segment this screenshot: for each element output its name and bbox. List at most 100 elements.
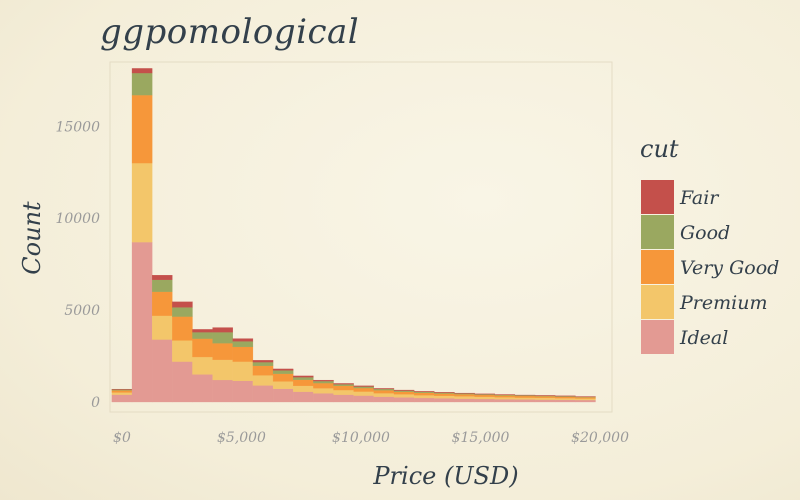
bar-premium-bin-17 [454, 396, 475, 399]
bar-ideal-bin-15 [413, 397, 435, 403]
bar-very-good-bin-23 [575, 397, 596, 399]
chart-title: ggpomological [100, 12, 360, 52]
y-tick-label: 0 [91, 395, 100, 411]
legend-swatch-ideal [641, 320, 674, 354]
bar-very-good-bin-14 [393, 391, 415, 395]
bar-premium-bin-5 [212, 359, 233, 381]
bar-good-bin-15 [413, 391, 435, 393]
bar-good-bin-10 [313, 380, 334, 384]
bar-fair-bin-8 [272, 368, 294, 371]
bar-very-good-bin-20 [514, 395, 536, 398]
bar-very-good-bin-2 [152, 291, 173, 316]
bar-ideal-bin-4 [192, 374, 213, 403]
y-axis-label: Count [18, 201, 46, 275]
bar-good-bin-5 [212, 332, 233, 344]
bar-fair-bin-1 [131, 68, 153, 74]
bar-premium-bin-23 [575, 398, 596, 401]
bar-ideal-bin-7 [252, 385, 274, 403]
bar-very-good-bin-11 [333, 385, 354, 391]
bar-good-bin-6 [232, 341, 254, 348]
bar-ideal-bin-16 [434, 398, 455, 403]
bar-very-good-bin-0 [111, 390, 133, 393]
bar-fair-bin-2 [152, 275, 173, 280]
bar-premium-bin-22 [555, 397, 576, 400]
bar-ideal-bin-5 [212, 379, 233, 403]
bar-ideal-bin-18 [474, 398, 495, 403]
bar-good-bin-1 [131, 72, 153, 96]
y-tick-label: 10000 [55, 211, 100, 227]
bar-ideal-bin-19 [494, 399, 516, 403]
bar-very-good-bin-22 [555, 396, 576, 399]
bar-premium-bin-18 [474, 396, 495, 400]
x-tick-label: $5,000 [217, 430, 266, 446]
bar-premium-bin-3 [172, 340, 193, 362]
x-tick-label: $15,000 [452, 430, 510, 446]
bar-premium-bin-12 [353, 391, 374, 396]
bar-fair-bin-12 [353, 385, 374, 387]
bar-premium-bin-10 [313, 388, 334, 394]
bar-very-good-bin-17 [454, 394, 475, 397]
bar-premium-bin-1 [131, 162, 153, 243]
plot-panel-border [109, 61, 613, 413]
bar-ideal-bin-20 [514, 399, 536, 403]
bar-fair-bin-9 [293, 375, 314, 378]
bar-ideal-bin-12 [353, 395, 374, 403]
legend-swatch-very-good [641, 250, 674, 284]
bar-premium-bin-9 [293, 385, 314, 392]
bar-good-bin-14 [393, 390, 415, 392]
bar-fair-bin-3 [172, 301, 193, 308]
bar-very-good-bin-9 [293, 379, 314, 386]
legend-swatch-premium [641, 285, 674, 319]
x-tick-label: $0 [113, 430, 131, 446]
bar-premium-bin-11 [333, 389, 354, 395]
bar-premium-bin-7 [252, 375, 274, 386]
bar-very-good-bin-7 [252, 365, 274, 376]
bar-premium-bin-13 [373, 393, 395, 397]
bar-ideal-bin-22 [555, 399, 576, 403]
bar-fair-bin-10 [313, 379, 334, 382]
bar-fair-bin-14 [393, 389, 415, 391]
bar-ideal-bin-8 [272, 388, 294, 403]
bar-fair-bin-6 [232, 338, 254, 342]
bar-good-bin-13 [373, 388, 395, 391]
legend-label-premium: Premium [679, 292, 767, 314]
bar-ideal-bin-2 [152, 339, 173, 403]
bar-very-good-bin-15 [413, 392, 435, 396]
bar-premium-bin-4 [192, 356, 213, 375]
bar-good-bin-4 [192, 332, 213, 339]
legend-title: cut [640, 135, 679, 163]
bar-very-good-bin-12 [353, 387, 374, 392]
bar-ideal-bin-1 [131, 241, 153, 403]
bar-premium-bin-14 [393, 394, 415, 398]
bar-very-good-bin-21 [534, 396, 556, 398]
bar-premium-bin-6 [232, 361, 254, 382]
bar-very-good-bin-3 [172, 316, 193, 341]
bar-very-good-bin-5 [212, 343, 233, 360]
bar-ideal-bin-10 [313, 393, 334, 403]
bar-premium-bin-0 [111, 392, 133, 395]
legend-swatch-fair [641, 180, 674, 214]
bar-very-good-bin-19 [494, 395, 516, 398]
legend-label-fair: Fair [679, 187, 720, 209]
bar-ideal-bin-14 [393, 397, 415, 403]
bar-premium-bin-2 [152, 315, 173, 340]
legend-swatch-good [641, 215, 674, 249]
bar-very-good-bin-8 [272, 373, 294, 382]
y-tick-label: 15000 [55, 119, 100, 135]
legend-label-ideal: Ideal [679, 327, 728, 349]
bar-fair-bin-11 [333, 383, 354, 385]
bar-good-bin-7 [252, 361, 274, 366]
bar-very-good-bin-18 [474, 394, 495, 397]
bar-fair-bin-4 [192, 329, 213, 333]
bar-ideal-bin-6 [232, 380, 254, 403]
legend: Fair Good Very Good Premium Ideal [641, 180, 779, 354]
bar-fair-bin-7 [252, 360, 274, 363]
bar-very-good-bin-4 [192, 338, 213, 358]
bar-ideal-bin-11 [333, 394, 354, 403]
x-tick-labels: $0 $5,000 $10,000 $15,000 $20,000 [113, 430, 629, 446]
bar-very-good-bin-1 [131, 94, 153, 164]
bar-good-bin-3 [172, 307, 193, 317]
bar-fair-bin-13 [373, 388, 395, 390]
x-axis-label: Price (USD) [372, 462, 518, 490]
